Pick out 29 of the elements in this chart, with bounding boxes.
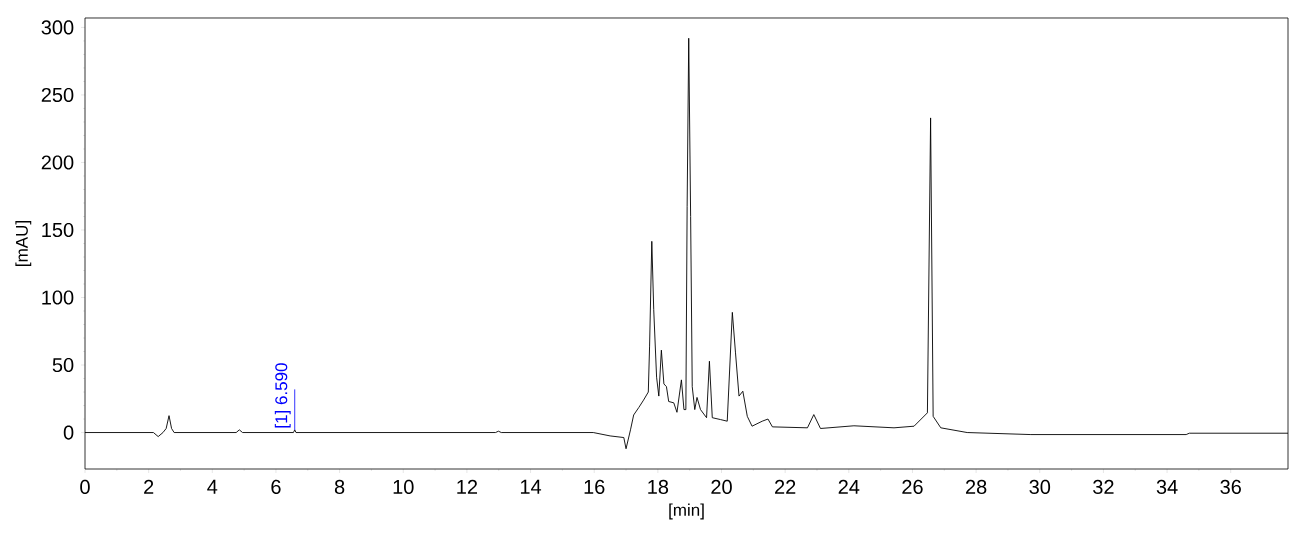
- x-tick-label: 26: [902, 479, 923, 495]
- x-axis-title: [min]: [669, 503, 704, 520]
- x-tick-label: 28: [965, 479, 987, 495]
- x-tick-label: 18: [648, 479, 669, 495]
- y-tick-label: 150: [42, 222, 74, 238]
- annotation: [1] 6.590: [274, 363, 291, 428]
- x-tick-label: 36: [1220, 479, 1241, 495]
- y-tick-label: 0: [63, 425, 74, 440]
- x-tick-label: 34: [1156, 479, 1178, 495]
- y-tick-label: 100: [42, 290, 74, 305]
- x-tick-label: 16: [584, 479, 605, 495]
- x-tick-label: 14: [520, 479, 542, 494]
- x-tick-label: 0: [80, 479, 90, 495]
- x-tick-label: 30: [1029, 479, 1051, 495]
- x-tick-label: 24: [838, 479, 860, 494]
- x-tick-label: 2: [144, 479, 154, 494]
- y-tick-label: 300: [41, 20, 74, 35]
- x-tick-label: 8: [334, 479, 345, 495]
- x-tick-label: 4: [207, 479, 218, 494]
- y-tick-label: 250: [41, 87, 74, 103]
- x-tick-label: 20: [711, 479, 732, 495]
- x-tick-label: 6: [271, 479, 281, 495]
- y-axis-title: [mAU]: [15, 221, 32, 266]
- x-tick-label: 12: [457, 479, 478, 494]
- y-tick-label: 50: [52, 357, 74, 373]
- x-tick-label: 22: [775, 479, 796, 494]
- y-tick-label: 200: [41, 155, 74, 170]
- x-tick-label: 32: [1093, 479, 1114, 495]
- x-tick-label: 10: [393, 479, 414, 495]
